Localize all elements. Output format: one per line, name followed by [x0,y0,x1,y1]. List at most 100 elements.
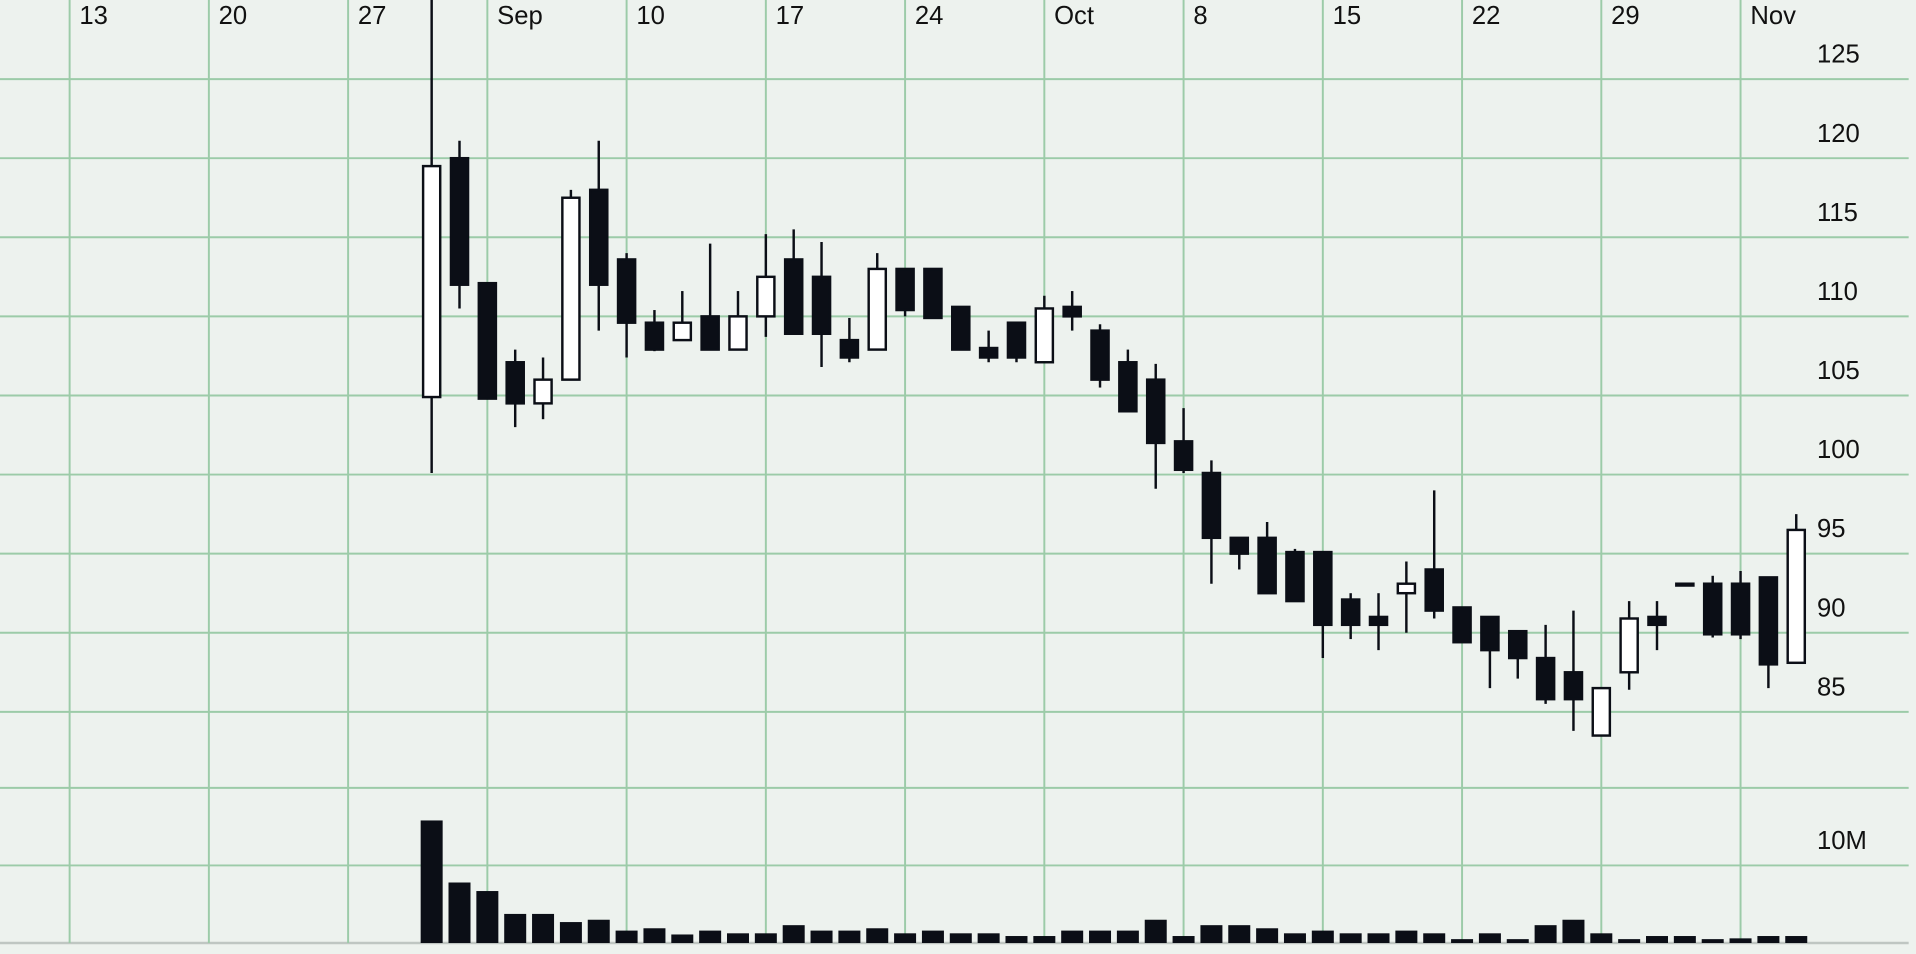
candle-body [811,275,832,335]
x-tick-label: 8 [1193,2,1207,30]
candle-body [1285,550,1305,603]
candle-body [1452,606,1472,644]
candle-body [783,258,804,335]
volume-bar [504,913,527,944]
candle-body [1006,321,1027,359]
volume-bar [1089,930,1112,944]
candle-body [644,321,665,351]
volume-bar [1256,928,1279,944]
volume-bar [1116,930,1139,944]
volume-bar [1618,939,1641,944]
volume-bar [587,919,610,944]
candle-body [1507,629,1528,660]
candle-body [616,258,637,324]
volume-bar [782,925,805,944]
volume-bar [559,922,582,944]
y-tick-label: 95 [1817,515,1846,543]
x-tick-label: 20 [219,2,248,30]
x-tick-label: 17 [776,2,805,30]
volume-bar [615,930,638,944]
volume-bar [1451,939,1474,944]
volume-bar [1228,925,1251,944]
x-tick-label: 15 [1333,2,1362,30]
candle-body [449,156,470,286]
candle-body [1730,582,1751,636]
candle-body [1675,582,1695,587]
volume-bar [1729,938,1752,944]
volume-bar [1339,933,1362,944]
candle-body [728,315,748,351]
candle-body [505,361,525,405]
candle-body [1480,615,1500,652]
volume-bar [1673,936,1696,944]
candle-body [1535,656,1556,701]
candle-body [1173,440,1194,472]
candle-body [1619,617,1639,674]
x-tick-label: 22 [1472,2,1501,30]
candle-body [588,188,609,286]
candle-body [923,267,943,320]
volume-bar [1395,930,1418,944]
candle-body [867,267,888,351]
candle-body [1702,582,1723,636]
candle-body [421,164,442,399]
volume-bar [1144,919,1167,944]
volume-bar [1785,936,1808,944]
volume-bar [977,933,1000,944]
volume-bar [671,934,694,944]
candle-body [533,378,553,405]
volume-bar [1061,930,1084,944]
volume-bar [921,930,944,944]
volume-bar [643,928,666,944]
candle-body [756,275,776,318]
candle-body [978,346,999,359]
volume-bar [1478,933,1501,944]
candle-body [1034,307,1055,364]
x-tick-label: 24 [915,2,944,30]
volume-bar [894,933,917,944]
y-tick-label: 85 [1817,673,1846,701]
volume-bar [754,933,777,944]
candle-body [1118,361,1138,413]
volume-bar [1311,930,1334,944]
candle-body [1257,536,1277,595]
candle-body [1758,576,1779,666]
volume-bar [1283,933,1306,944]
candle-body [1368,615,1389,627]
y-tick-label: 105 [1817,357,1860,385]
candle-body [1786,528,1807,665]
volume-bar [838,930,861,944]
candle-body [839,338,860,359]
candle-body [1229,536,1250,555]
candle-body [1090,329,1110,381]
volume-bar [1646,936,1669,944]
candle-body [895,267,915,312]
candle-body [1591,686,1612,737]
volume-bar [532,913,555,944]
volume-bar [1033,936,1056,944]
volume-bar [1590,933,1613,944]
candle-body [1396,582,1417,595]
candle-body [1145,378,1166,445]
candle-body [1201,471,1222,540]
volume-bar [1757,936,1780,944]
candle-body [1424,568,1444,612]
y-tick-label: 110 [1817,278,1858,306]
candle-body [951,305,971,351]
volume-bar [1534,925,1557,944]
volume-bar [1200,925,1223,944]
volume-bar [1423,933,1446,944]
y-tick-label: 115 [1817,199,1858,227]
candle-body [1340,598,1361,627]
candle-body [561,196,581,381]
volume-bar [1562,919,1585,944]
x-tick-label: Sep [497,2,543,30]
volume-bar [448,882,471,944]
x-tick-label: 13 [79,2,108,30]
candle-body [1062,305,1082,318]
candle-body [1647,615,1667,627]
y-tick-label: 120 [1817,120,1860,148]
